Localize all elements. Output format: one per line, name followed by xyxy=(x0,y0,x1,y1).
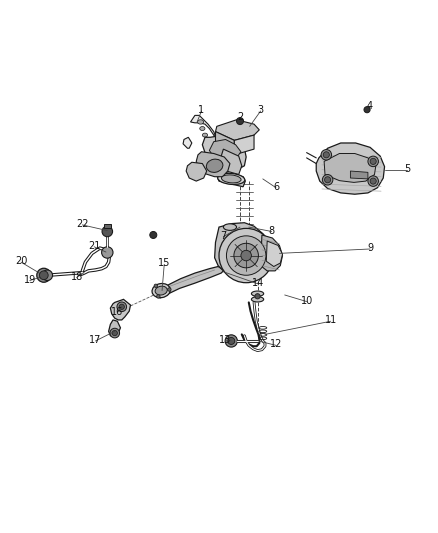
Polygon shape xyxy=(217,171,245,187)
Ellipse shape xyxy=(218,173,245,184)
Ellipse shape xyxy=(152,284,170,297)
Polygon shape xyxy=(158,266,224,298)
Polygon shape xyxy=(186,162,207,181)
Text: 7: 7 xyxy=(220,231,226,241)
Circle shape xyxy=(119,304,124,310)
Circle shape xyxy=(225,335,237,347)
Circle shape xyxy=(110,328,120,338)
Polygon shape xyxy=(215,120,259,140)
Circle shape xyxy=(228,337,235,344)
Polygon shape xyxy=(266,241,283,266)
Polygon shape xyxy=(183,138,192,148)
Circle shape xyxy=(117,302,127,312)
Circle shape xyxy=(325,177,331,183)
Circle shape xyxy=(39,271,48,280)
Ellipse shape xyxy=(207,138,211,141)
Circle shape xyxy=(323,152,329,158)
Text: 17: 17 xyxy=(89,335,102,345)
Text: 22: 22 xyxy=(76,219,88,229)
Circle shape xyxy=(226,236,266,275)
Polygon shape xyxy=(316,143,385,194)
Circle shape xyxy=(321,150,332,160)
Polygon shape xyxy=(324,154,376,182)
Ellipse shape xyxy=(200,126,205,131)
Text: 5: 5 xyxy=(404,164,410,174)
Text: 4: 4 xyxy=(367,101,373,111)
Ellipse shape xyxy=(202,133,208,137)
Ellipse shape xyxy=(251,297,264,302)
Circle shape xyxy=(157,295,160,298)
Text: 8: 8 xyxy=(268,225,275,236)
Ellipse shape xyxy=(251,291,264,296)
Circle shape xyxy=(219,229,273,282)
Ellipse shape xyxy=(198,120,204,124)
Circle shape xyxy=(102,226,113,237)
Text: 2: 2 xyxy=(237,112,243,122)
Circle shape xyxy=(364,107,370,113)
Polygon shape xyxy=(215,223,272,279)
Text: 12: 12 xyxy=(270,340,282,350)
Text: 13: 13 xyxy=(219,335,232,345)
Circle shape xyxy=(234,243,258,268)
Circle shape xyxy=(322,174,333,185)
Circle shape xyxy=(168,288,171,291)
Ellipse shape xyxy=(206,159,223,172)
Text: 10: 10 xyxy=(300,296,313,305)
Polygon shape xyxy=(209,140,241,164)
Bar xyxy=(104,223,111,228)
Polygon shape xyxy=(196,152,230,177)
Text: 21: 21 xyxy=(88,241,100,251)
Polygon shape xyxy=(110,300,131,320)
Polygon shape xyxy=(215,132,234,155)
Circle shape xyxy=(102,247,113,258)
Text: 6: 6 xyxy=(273,182,279,192)
Circle shape xyxy=(112,330,117,336)
Polygon shape xyxy=(109,320,120,336)
Text: 19: 19 xyxy=(24,274,36,285)
Ellipse shape xyxy=(155,286,167,295)
Text: 1: 1 xyxy=(198,105,205,115)
Circle shape xyxy=(368,156,378,167)
Text: 9: 9 xyxy=(367,243,373,253)
Circle shape xyxy=(370,178,376,184)
Ellipse shape xyxy=(223,224,237,230)
Circle shape xyxy=(154,284,158,288)
Circle shape xyxy=(37,268,51,282)
Circle shape xyxy=(255,294,260,299)
Polygon shape xyxy=(350,171,368,179)
Circle shape xyxy=(150,231,157,238)
Text: 20: 20 xyxy=(15,256,27,266)
Polygon shape xyxy=(234,135,254,155)
Ellipse shape xyxy=(222,175,241,183)
Circle shape xyxy=(241,251,251,261)
Circle shape xyxy=(368,176,378,187)
Circle shape xyxy=(42,270,53,280)
Text: 14: 14 xyxy=(252,278,265,288)
Polygon shape xyxy=(191,115,217,142)
Text: 18: 18 xyxy=(71,272,83,281)
Circle shape xyxy=(237,118,244,125)
Polygon shape xyxy=(202,135,246,170)
Polygon shape xyxy=(220,149,242,174)
Text: 11: 11 xyxy=(325,316,337,325)
Text: 3: 3 xyxy=(258,105,264,115)
Polygon shape xyxy=(261,235,283,271)
Text: 16: 16 xyxy=(111,306,124,317)
Circle shape xyxy=(370,158,376,165)
Text: 15: 15 xyxy=(158,259,170,269)
